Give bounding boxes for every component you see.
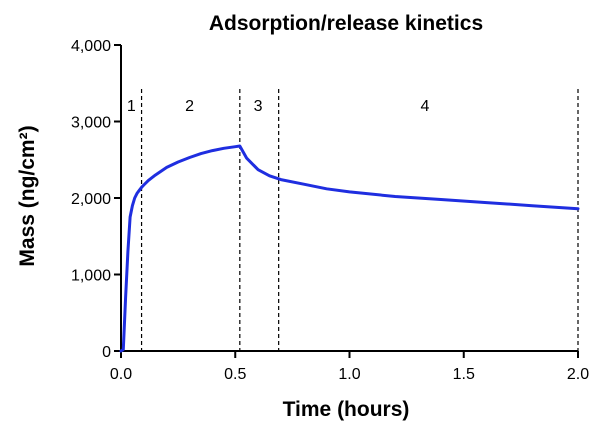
y-tick-label-0: 0 [102,344,111,361]
x-tick-label-0: 0.0 [110,366,132,383]
x-tick-label-4: 2.0 [567,366,589,383]
phase-label-1: 1 [127,98,136,115]
plot-area: 1 2 3 4 0 1,000 2,000 3,000 4,000 0.0 0.5 1.0 1.5 2.0 [71,38,589,383]
y-tick-label-1: 1,000 [71,268,111,285]
y-axis-label: Mass (ng/cm²) [16,125,39,266]
phase-label-2: 2 [185,98,194,115]
chart-title: Adsorption/release kinetics [209,12,483,35]
y-tick-label-3: 3,000 [71,115,111,132]
phase-label-4: 4 [420,98,429,115]
x-tick-label-3: 1.5 [453,366,475,383]
x-tick-label-2: 1.0 [338,366,360,383]
y-tick-label-2: 2,000 [71,191,111,208]
x-axis-label: Time (hours) [283,398,410,421]
x-tick-label-1: 0.5 [224,366,246,383]
series-line-1 [119,144,580,353]
phase-label-3: 3 [254,98,263,115]
y-tick-label-4: 4,000 [71,38,111,55]
